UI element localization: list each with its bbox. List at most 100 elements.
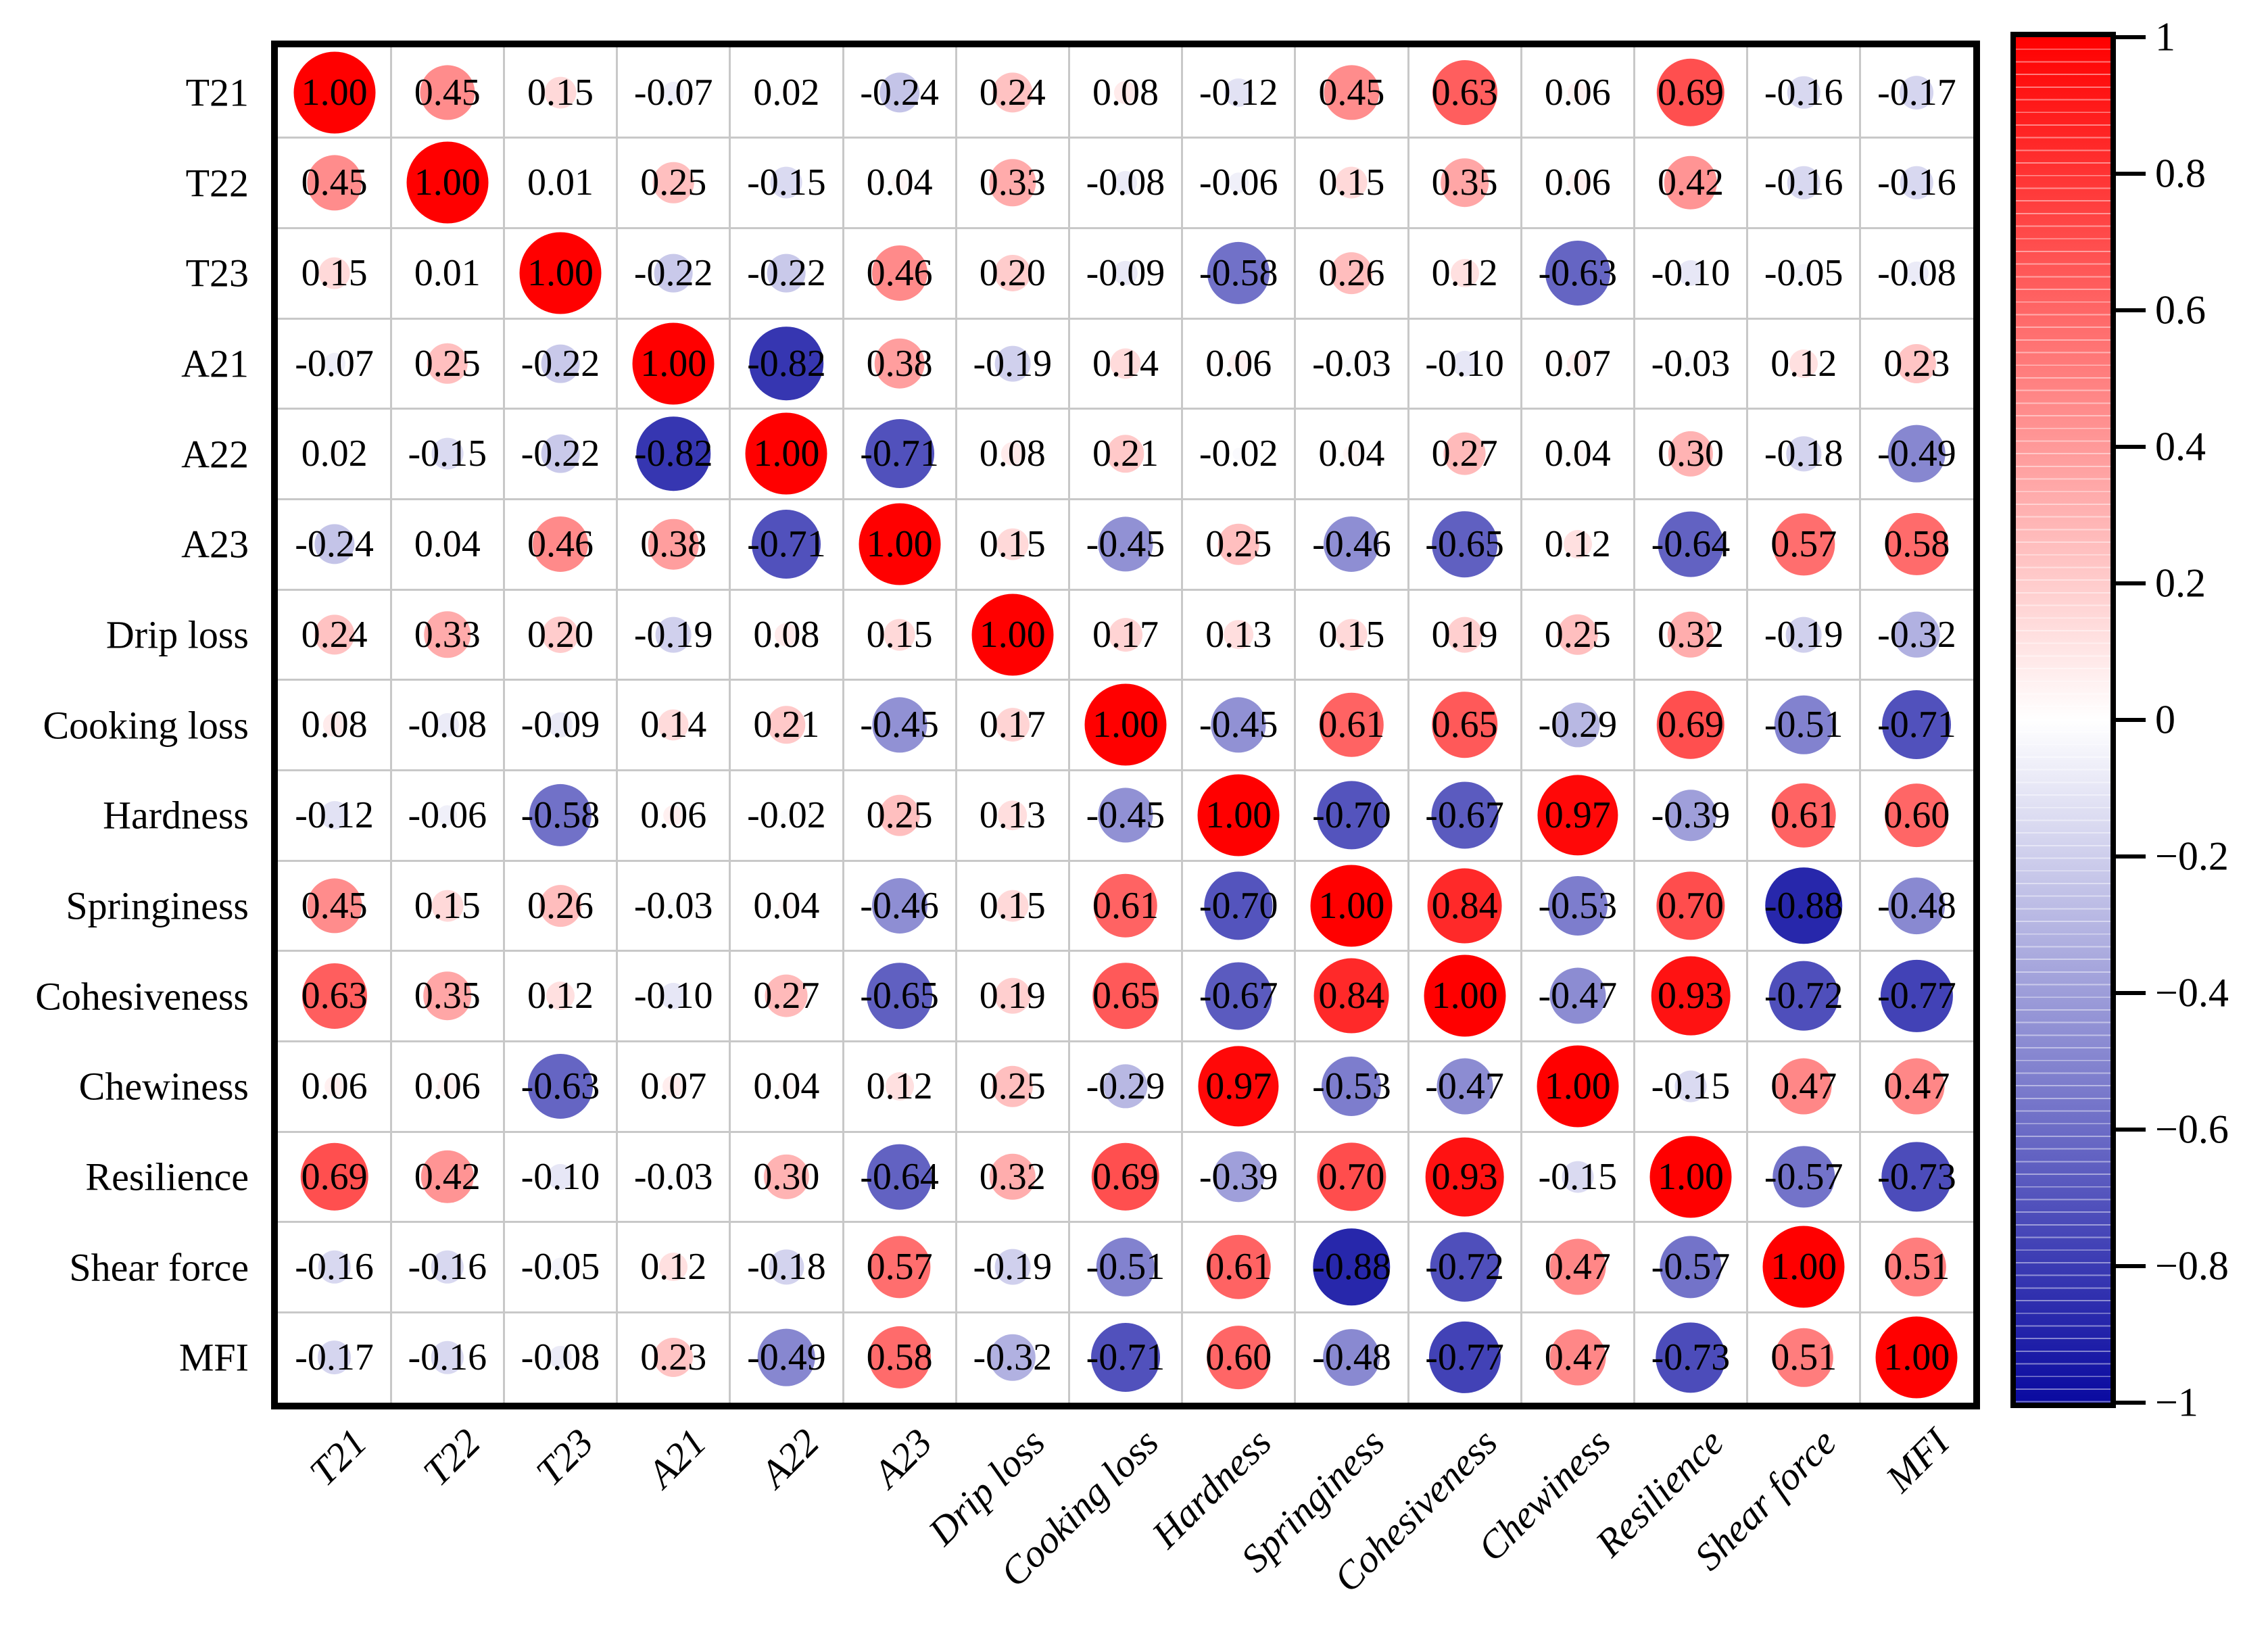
matrix-cell: 0.15 [391,861,504,951]
correlation-value: 1.00 [1770,1246,1837,1288]
correlation-circle [1656,871,1725,940]
correlation-circle [1317,1142,1386,1211]
matrix-cell: 0.04 [1521,409,1634,500]
matrix-cell: 0.24 [956,47,1069,138]
correlation-value: -0.67 [1199,975,1278,1017]
gridline [278,950,1973,952]
correlation-value: 1.00 [1205,794,1272,837]
gridline [1181,47,1184,1403]
correlation-circle [1084,683,1167,766]
correlation-value: 0.61 [1092,884,1159,927]
correlation-circle [866,963,933,1030]
matrix-cell: -0.53 [1521,861,1634,951]
correlation-value: -0.39 [1651,794,1731,837]
correlation-value: 0.08 [1092,71,1159,114]
matrix-cell: -0.39 [1182,1132,1295,1222]
correlation-circle [1443,433,1487,475]
matrix-cell: 0.63 [278,951,391,1042]
correlation-value: -0.22 [521,342,600,385]
matrix-cell: -0.22 [504,409,617,500]
matrix-cell: 0.32 [956,1132,1069,1222]
correlation-value: -0.03 [633,884,713,927]
matrix-cell: 0.58 [1860,499,1973,589]
correlation-value: 0.06 [1544,71,1611,114]
row-label: A23 [181,522,249,566]
matrix-cell: 0.04 [730,1041,843,1132]
correlation-circle [1547,875,1608,936]
matrix-cell: 0.02 [278,409,391,500]
gridline [278,317,1973,320]
matrix-cell: 0.23 [617,1312,730,1403]
correlation-value: 0.60 [1883,794,1950,837]
correlation-value: -0.03 [633,1155,713,1198]
correlation-value: -0.12 [1199,71,1278,114]
correlation-value: -0.15 [1538,1155,1618,1198]
matrix-cell: 0.84 [1408,861,1521,951]
matrix-cell: 0.01 [391,228,504,318]
matrix-cell: -0.03 [617,861,730,951]
matrix-cell: 0.23 [1860,318,1973,409]
matrix-cell: 0.57 [843,1222,956,1313]
matrix-cell: 0.38 [617,499,730,589]
matrix-cell: 0.27 [1408,409,1521,500]
matrix-cell: 0.46 [504,499,617,589]
colorbar-tick [2116,308,2146,312]
correlation-circle [879,72,920,113]
correlation-value: 0.15 [979,884,1046,927]
matrix-cell: 0.26 [504,861,617,951]
correlation-value: -0.71 [1086,1336,1165,1379]
correlation-circle [1335,619,1368,651]
matrix-cell: 0.45 [278,138,391,228]
matrix-cell: 0.35 [1408,138,1521,228]
correlation-value: -0.82 [633,433,713,475]
correlation-value: -0.07 [633,71,713,114]
correlation-circle [778,1078,795,1095]
correlation-circle [1335,167,1368,199]
correlation-circle [770,167,802,199]
matrix-cell: 0.25 [617,138,730,228]
matrix-cell: -0.73 [1860,1132,1973,1222]
correlation-circle [443,269,452,278]
matrix-cell: -0.82 [730,318,843,409]
matrix-cell: 1.00 [843,499,956,589]
matrix-cell: -0.24 [843,47,956,138]
correlation-value: -0.17 [295,1336,374,1379]
matrix-cell: -0.22 [617,228,730,318]
matrix-cell: 0.27 [730,951,843,1042]
correlation-circle [1431,692,1498,758]
correlation-circle [293,51,376,134]
matrix-cell: -0.47 [1521,951,1634,1042]
colorbar-tick-label: −0.2 [2155,833,2229,879]
correlation-value: 0.25 [414,342,481,385]
gridline [278,498,1973,500]
matrix-cell: -0.72 [1408,1222,1521,1313]
matrix-cell: -0.15 [730,138,843,228]
correlation-circle [1775,1058,1832,1115]
matrix-cell: -0.63 [504,1041,617,1132]
correlation-circle [431,438,464,470]
matrix-cell: 0.32 [1634,589,1747,680]
matrix-cell: 0.21 [1069,409,1182,500]
correlation-circle [1323,1329,1380,1386]
matrix-cell: -0.22 [730,228,843,318]
correlation-circle [1888,425,1946,483]
correlation-value: -0.05 [1764,252,1843,295]
matrix-cell: 0.69 [278,1132,391,1222]
matrix-cell: -0.67 [1408,770,1521,861]
correlation-circle [435,713,459,737]
column-label: A21 [638,1420,715,1496]
matrix-cell: 0.20 [504,589,617,680]
matrix-cell: -0.15 [1634,1041,1747,1132]
matrix-cell: 1.00 [1182,770,1295,861]
correlation-circle [658,709,689,741]
correlation-value: -0.82 [747,342,826,385]
correlation-value: 0.06 [640,794,707,837]
matrix-cell: -0.45 [1069,499,1182,589]
correlation-value: 0.17 [979,704,1046,746]
matrix-cell: -0.49 [1860,409,1973,500]
matrix-cell: -0.16 [278,1222,391,1313]
correlation-circle [1098,788,1153,843]
correlation-circle [431,1340,464,1374]
matrix-cell: -0.58 [504,770,617,861]
correlation-circle [1224,78,1253,107]
